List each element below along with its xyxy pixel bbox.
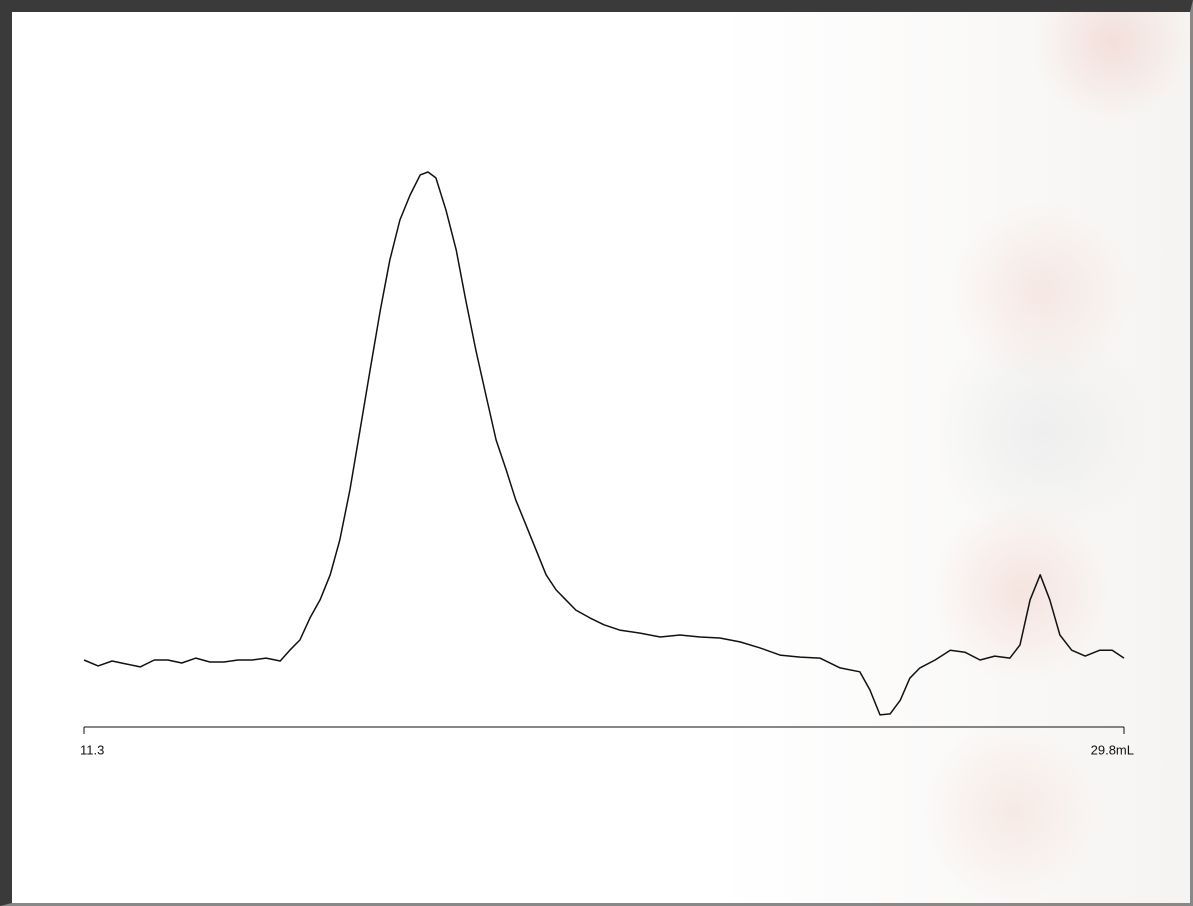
chart: 11.3 29.8mL: [80, 171, 1134, 757]
trace: [83, 171, 1125, 716]
x-tick-label: 11.3: [80, 742, 104, 757]
x-tick-label: 29.8mL: [1091, 742, 1134, 757]
